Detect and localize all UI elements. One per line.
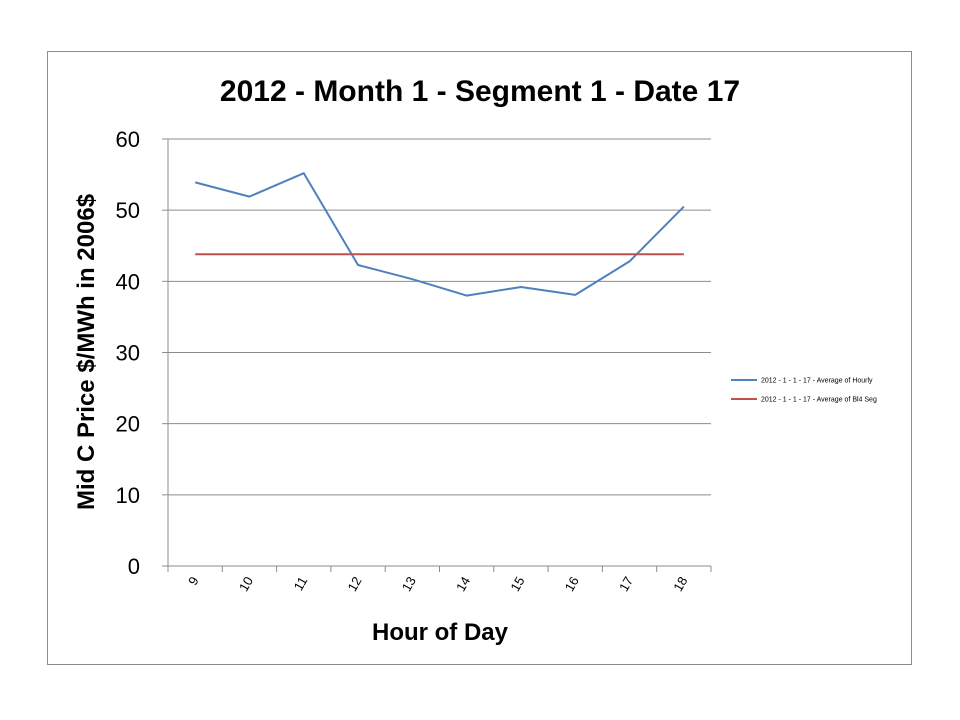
legend-label-2: 2012 - 1 - 1 - 17 - Average of Bl4 Seg — [761, 397, 877, 404]
x-tick-label-16: 16 — [562, 574, 582, 594]
y-axis-label: Mid C Price $/MWh in 2006$ — [73, 193, 100, 510]
chart-title: 2012 - Month 1 - Segment 1 - Date 17 — [220, 75, 740, 108]
y-tick-label-50: 50 — [116, 198, 140, 223]
y-tick-label-60: 60 — [116, 127, 140, 152]
chart-frame — [47, 51, 912, 665]
y-tick-label-30: 30 — [116, 341, 140, 366]
x-tick-label-17: 17 — [616, 574, 636, 594]
x-tick-label-13: 13 — [399, 574, 419, 594]
y-tick-label-10: 10 — [116, 483, 140, 508]
y-axis-ticks: 0 10 20 30 40 50 60 — [116, 127, 168, 579]
legend-label-1: 2012 - 1 - 1 - 17 - Average of Hourly — [761, 378, 873, 385]
x-tick-label-11: 11 — [291, 574, 311, 593]
x-tick-label-10: 10 — [236, 574, 256, 594]
y-tick-label-40: 40 — [116, 269, 140, 294]
gridlines — [168, 138, 711, 496]
x-tick-label-9: 9 — [185, 574, 202, 588]
y-tick-label-20: 20 — [116, 412, 140, 437]
series-lines — [194, 172, 685, 297]
y-tick-label-0: 0 — [128, 554, 140, 579]
x-tick-label-14: 14 — [453, 574, 473, 594]
x-axis-ticks: 9 10 11 12 13 14 15 16 17 18 — [167, 566, 712, 594]
x-tick-label-15: 15 — [507, 574, 527, 594]
legend: 2012 - 1 - 1 - 17 - Average of Hourly 201… — [731, 378, 877, 404]
x-axis-label: Hour of Day — [372, 619, 509, 646]
series-line-1 — [194, 172, 685, 297]
x-tick-label-18: 18 — [670, 574, 690, 594]
x-tick-label-12: 12 — [344, 574, 364, 594]
